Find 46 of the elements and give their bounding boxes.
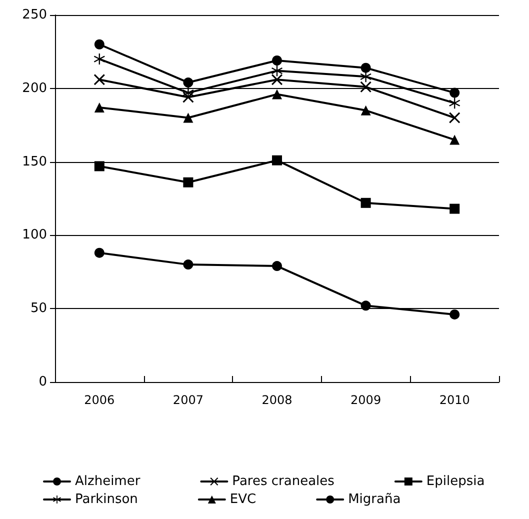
legend-label: Parkinson [75,492,138,507]
y-tick-label: 200 [22,80,47,96]
point [182,87,194,98]
y-tick-label: 100 [22,228,47,243]
point [450,88,460,98]
x-tick-label: 2008 [262,393,292,407]
legend-label: Pares craneales [232,474,335,489]
y-tick-label: 250 [22,8,47,22]
y-tick-label: 0 [38,374,47,390]
point [360,62,371,73]
point [94,161,104,172]
point [183,177,194,188]
point [272,89,282,100]
point [272,155,282,166]
x-tick-label: 2006 [84,393,115,407]
point [272,65,282,76]
point [183,260,194,270]
legend-label: Alzheimer [75,474,141,489]
point [450,134,460,145]
x-tick-label: 2009 [350,393,382,407]
point [272,74,282,86]
point [272,56,282,66]
legend-label: Epilepsia [426,474,485,489]
legend-label: Migraña [348,492,401,507]
point [360,71,372,82]
point [183,78,194,88]
point [360,81,372,92]
legend-label: EVC [230,492,256,507]
point [94,102,104,112]
point [450,309,460,320]
point [94,39,104,50]
point [360,105,371,116]
point [183,112,194,123]
point [449,98,460,109]
point [450,204,460,214]
point [272,261,282,272]
point [360,300,371,311]
point [94,248,104,258]
point [360,198,371,208]
point [94,74,105,86]
x-tick-label: 2010 [439,393,470,407]
y-tick-label: 150 [22,154,47,170]
x-tick-label: 2007 [172,393,204,407]
y-tick-label: 50 [30,301,47,316]
point [449,112,460,124]
point [94,54,105,65]
